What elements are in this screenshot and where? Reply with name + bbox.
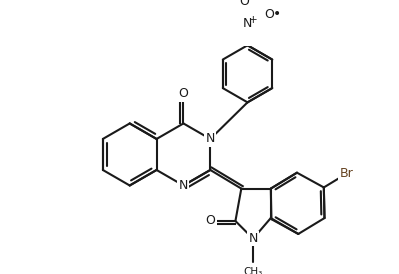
Text: N: N [243, 17, 252, 30]
Text: N: N [179, 179, 188, 192]
Text: N: N [249, 232, 258, 245]
Text: O: O [239, 0, 249, 8]
Text: O: O [178, 87, 188, 101]
Text: Br: Br [340, 167, 353, 180]
Text: O: O [264, 8, 274, 21]
Text: +: + [249, 15, 257, 25]
Text: O: O [205, 215, 215, 227]
Text: •: • [273, 7, 281, 21]
Text: CH₃: CH₃ [243, 267, 263, 274]
Text: N: N [205, 132, 215, 145]
